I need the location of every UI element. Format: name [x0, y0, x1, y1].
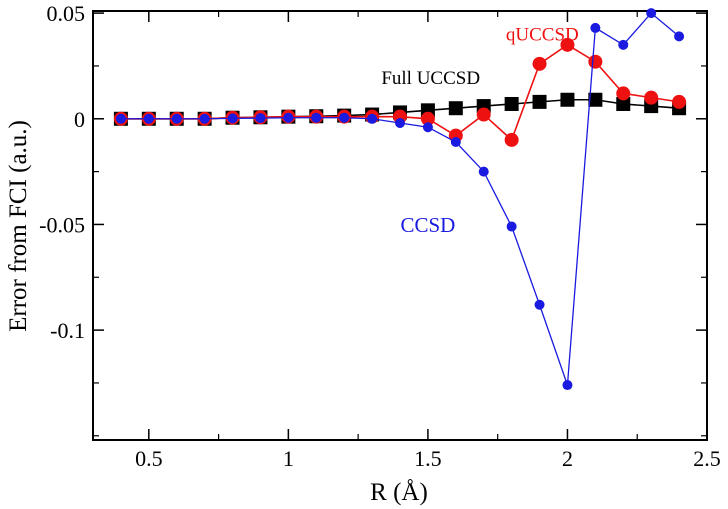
- data-point: [476, 107, 491, 122]
- x-tick-label: 2.5: [693, 446, 721, 471]
- data-point: [339, 112, 350, 123]
- data-point: [532, 94, 547, 109]
- series-layer: [113, 8, 687, 391]
- data-point: [560, 37, 575, 52]
- x-tick-label: 1.5: [414, 446, 442, 471]
- axes: 0.5 1 1.5 2 2.5 -0.1 -0.05 0 0.05: [39, 1, 721, 471]
- data-point: [283, 112, 294, 123]
- data-point: [562, 380, 573, 391]
- y-tick-label: 0.05: [47, 1, 86, 26]
- data-point: [504, 132, 519, 147]
- annotations-layer: qUCCSD Full UCCSD CCSD: [381, 24, 578, 236]
- series-annotation-full-uccsd: Full UCCSD: [381, 68, 480, 89]
- series-annotation-quccsd: qUCCSD: [506, 24, 579, 45]
- data-point: [448, 101, 463, 116]
- data-point: [616, 86, 631, 101]
- x-axis-label: R (Å): [370, 479, 428, 506]
- y-axis-label: Error from FCI (a.u.): [5, 120, 32, 332]
- data-point: [450, 137, 461, 148]
- data-point: [367, 113, 378, 124]
- data-point: [199, 113, 210, 124]
- data-point: [311, 112, 322, 123]
- data-point: [588, 92, 603, 107]
- data-point: [590, 22, 601, 33]
- series-quccsd: [113, 37, 687, 147]
- data-point: [646, 8, 657, 19]
- y-tick-label: 0: [74, 107, 85, 132]
- data-point: [255, 113, 266, 124]
- data-point: [504, 96, 519, 111]
- data-point: [588, 54, 603, 69]
- data-point: [618, 39, 629, 50]
- data-point: [395, 118, 405, 129]
- series-ccsd: [115, 8, 685, 391]
- series-annotation-ccsd: CCSD: [400, 213, 455, 237]
- data-point: [420, 111, 435, 126]
- data-point: [672, 94, 687, 109]
- data-point: [171, 113, 182, 124]
- data-point: [227, 113, 238, 124]
- data-point: [534, 299, 545, 310]
- data-point: [143, 113, 154, 124]
- data-point: [616, 96, 631, 111]
- y-tick-label: -0.05: [39, 212, 85, 237]
- data-point: [644, 90, 659, 105]
- x-tick-label: 1: [283, 446, 294, 471]
- y-tick-label: -0.1: [50, 318, 85, 343]
- x-tick-label: 0.5: [135, 446, 163, 471]
- data-point: [478, 166, 489, 177]
- data-point: [115, 113, 126, 124]
- data-point: [532, 56, 547, 71]
- plot-frame: [92, 10, 708, 441]
- data-point: [422, 122, 433, 133]
- x-tick-label: 2: [562, 446, 573, 471]
- data-point: [560, 92, 575, 107]
- data-point: [506, 221, 517, 232]
- data-point: [674, 31, 685, 42]
